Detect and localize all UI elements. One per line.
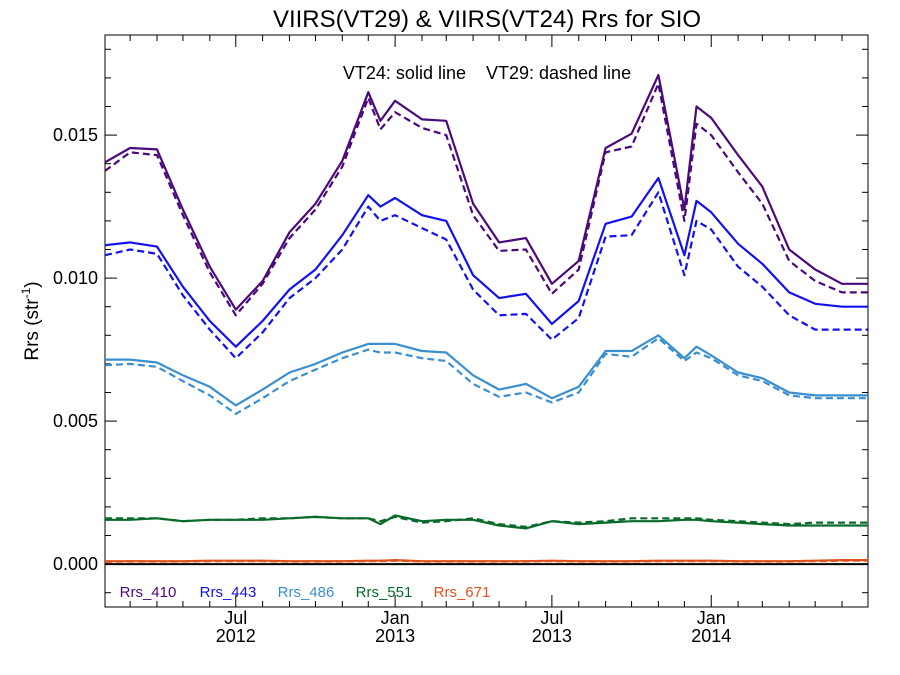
chart-title: VIIRS(VT29) & VIIRS(VT24) Rrs for SIO [273,6,701,33]
series-line-rrs-410-dashed [104,82,868,317]
x-tick-label-month: Jul [224,608,247,628]
series-line-rrs-443-dashed [104,191,868,360]
x-tick-label-month: Jan [381,608,410,628]
y-axis: 0.000 0.005 0.010 0.015 [53,48,868,594]
svg-text:Rrs (str-1): Rrs (str-1) [19,281,43,360]
series-line-rrs-486-dashed [104,337,868,415]
series-line-rrs-410-solid [104,73,868,311]
legend-entry-rrs-410: Rrs_410 [120,584,177,601]
series-line-rrs-551-dashed [105,515,868,529]
legend: Rrs_410 Rrs_443 Rrs_486 Rrs_551 Rrs_671 [120,584,491,601]
x-tick-label-year: 2013 [532,626,572,646]
legend-entry-rrs-671: Rrs_671 [434,584,491,601]
legend-entry-rrs-551: Rrs_551 [356,584,413,601]
y-tick-label: 0.015 [53,125,98,145]
x-tick-label-year: 2012 [216,626,256,646]
y-axis-label: Rrs (str-1) [19,281,43,360]
x-tick-label-year: 2014 [691,626,731,646]
y-axis-label-superscript: -1 [19,287,33,298]
x-tick-label-month: Jan [697,608,726,628]
line-style-annotation: VT24: solid line VT29: dashed line [343,63,631,83]
plot-border [104,34,869,608]
y-axis-label-text: Rrs (str [22,298,43,361]
series-line-rrs-443-solid [104,176,868,348]
plot-area [104,34,869,608]
y-tick-label: 0.010 [53,268,98,288]
series-line-rrs-486-solid [105,334,868,407]
x-tick-label-year: 2013 [375,626,415,646]
series-line-rrs-671-dashed [104,559,868,563]
y-axis-label-close: ) [22,281,43,287]
y-tick-label: 0.005 [53,411,98,431]
x-tick-label-month: Jul [540,608,563,628]
legend-entry-rrs-443: Rrs_443 [200,584,257,601]
y-tick-label: 0.000 [53,554,98,574]
data-series [104,73,868,563]
legend-entry-rrs-486: Rrs_486 [278,584,335,601]
